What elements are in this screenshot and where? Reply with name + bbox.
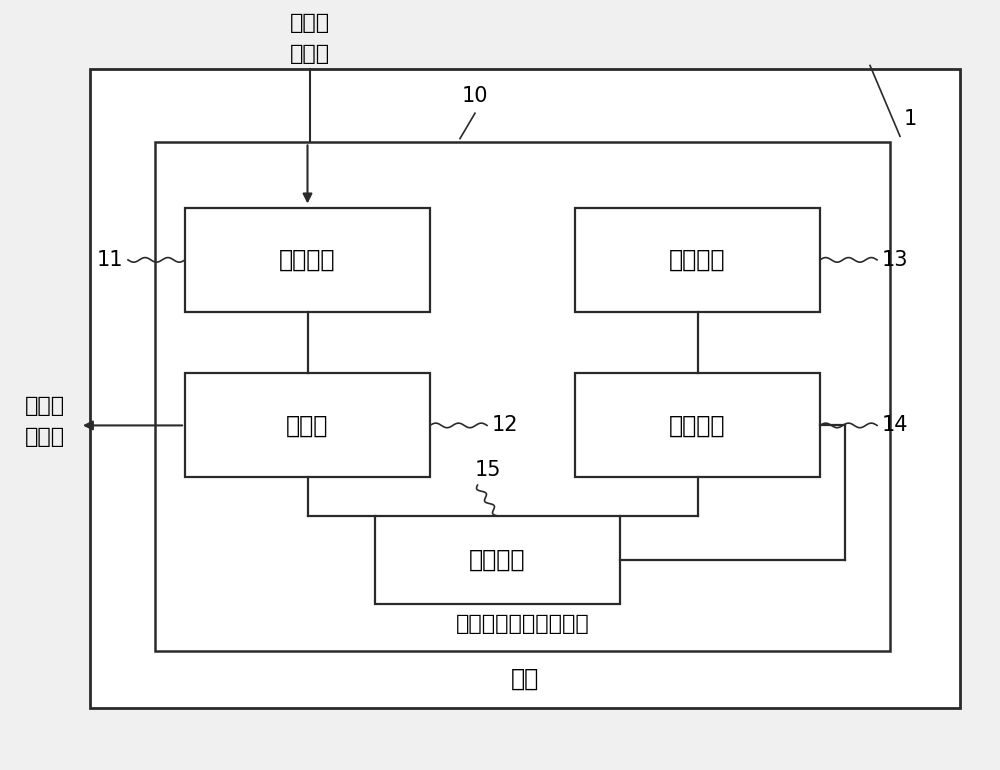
Bar [185,208,430,312]
Text: 均衡器自适应调节系统: 均衡器自适应调节系统 [456,614,589,634]
Text: 接收模块: 接收模块 [279,248,336,272]
Bar [575,373,820,477]
Bar [185,373,430,477]
Text: 13: 13 [882,250,908,270]
Text: 12: 12 [492,416,518,435]
Text: 输出音: 输出音 [25,396,65,416]
Text: 15: 15 [474,460,501,480]
Text: 14: 14 [882,416,908,435]
Text: 源信号: 源信号 [290,44,330,64]
Text: 耳机: 耳机 [511,667,539,691]
Text: 接收音: 接收音 [290,13,330,33]
Text: 源信号: 源信号 [25,427,65,447]
Bar [375,516,620,604]
Text: 分析模块: 分析模块 [669,248,726,272]
Text: 11: 11 [97,250,123,270]
Bar [155,142,890,651]
Text: 10: 10 [462,86,488,106]
Bar [90,69,960,708]
Text: 均衡器: 均衡器 [286,413,329,437]
Text: 适配模块: 适配模块 [669,413,726,437]
Bar [575,208,820,312]
Text: 1: 1 [903,109,917,129]
Text: 处理模块: 处理模块 [469,548,526,572]
